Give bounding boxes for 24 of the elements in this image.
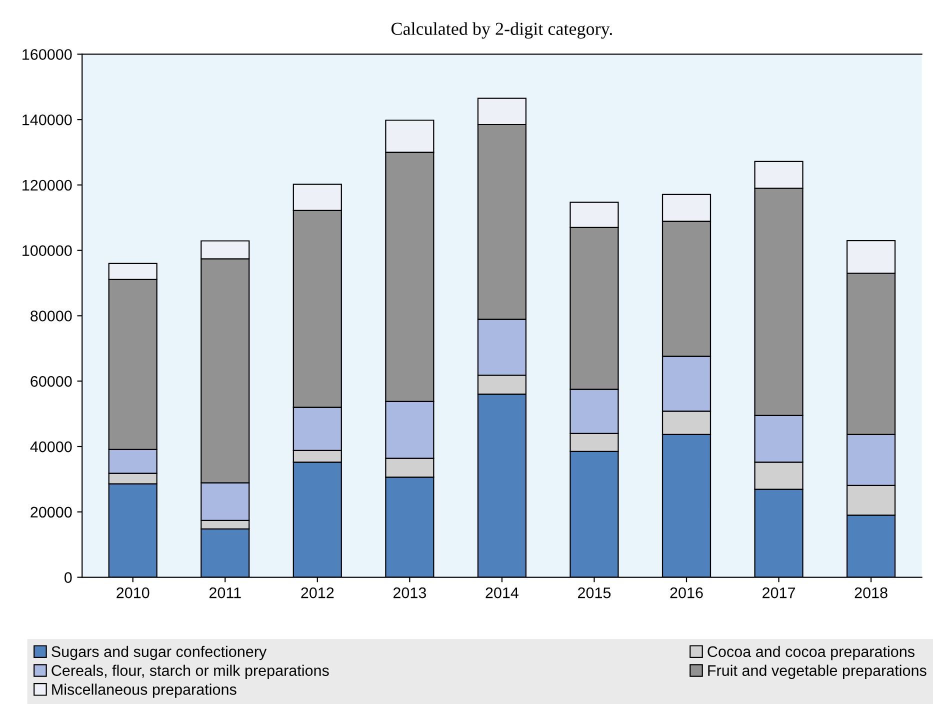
chart-title: Calculated by 2-digit category. <box>391 22 612 39</box>
x-tick-label: 2011 <box>209 587 241 598</box>
x-tick-label: 2014 <box>486 587 518 598</box>
legend-label: Miscellaneous preparations <box>52 684 236 698</box>
y-tick-label: 120000 <box>22 180 72 191</box>
x-tick-label: 2018 <box>854 587 888 598</box>
y-tick-label: 160000 <box>22 49 72 60</box>
y-tick-label: 20000 <box>30 506 72 518</box>
x-tick-label: 2010 <box>116 587 150 598</box>
y-tick-label: 100000 <box>22 245 72 256</box>
x-tick-label: 2013 <box>393 587 426 598</box>
y-tick-label: 140000 <box>22 114 72 126</box>
y-tick-label: 60000 <box>30 376 72 387</box>
y-tick-label: 80000 <box>30 310 72 322</box>
x-tick-label: 2017 <box>762 587 796 598</box>
x-tick-label: 2016 <box>670 587 703 598</box>
x-tick-label: 2012 <box>301 587 334 598</box>
legend-label: Sugars and sugar confectionery <box>52 646 267 660</box>
legend-label: Cereals, flour, starch or milk preparations <box>52 664 329 679</box>
x-tick-label: 2015 <box>578 587 611 598</box>
legend-label: Fruit and vegetable preparations <box>708 664 926 679</box>
y-tick-label: 0 <box>64 572 72 583</box>
legend-label: Cocoa and cocoa preparations <box>708 646 914 660</box>
y-tick-label: 40000 <box>30 441 72 452</box>
